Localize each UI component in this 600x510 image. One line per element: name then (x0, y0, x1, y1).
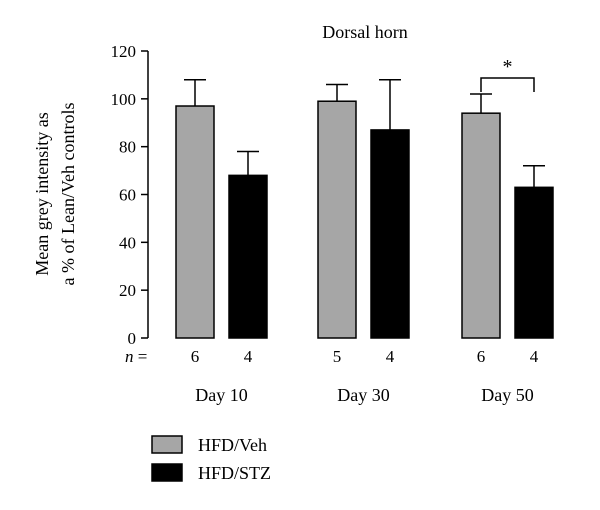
y-axis-title-line-2: a % of Lean/Veh controls (58, 103, 78, 286)
legend-swatch-hfd-stz (151, 463, 183, 482)
legend-swatch-hfd-veh (151, 435, 183, 454)
n-value-hfd-stz-day-50: 4 (530, 347, 539, 366)
legend: HFD/Veh HFD/STZ (151, 435, 271, 483)
y-axis-title: Mean grey intensity as a % of Lean/Veh c… (32, 103, 78, 286)
bar-hfd-veh-day-30 (317, 100, 357, 339)
sample-size-row: 6 4 5 4 6 4 n = (125, 347, 539, 366)
y-tick-label-80: 80 (119, 138, 136, 157)
chart-title: Dorsal horn (322, 22, 407, 42)
legend-label-hfd-veh: HFD/Veh (198, 435, 267, 455)
n-prefix-label: n = (125, 347, 147, 366)
x-group-label-day-50: Day 50 (481, 385, 534, 405)
bar-hfd-stz-day-50 (514, 186, 554, 339)
n-value-hfd-stz-day-30: 4 (386, 347, 395, 366)
significance-bracket-0 (480, 77, 535, 93)
n-value-hfd-veh-day-50: 6 (477, 347, 486, 366)
y-tick-label-120: 120 (111, 42, 137, 61)
y-tick-label-40: 40 (119, 233, 136, 252)
bar-hfd-veh-day-50 (461, 112, 501, 339)
n-value-hfd-stz-day-10: 4 (244, 347, 253, 366)
plot-area: 0 20 40 60 80 100 120 Day 10 Day 30 Day 50 * (111, 42, 554, 405)
bar-hfd-stz-day-30 (370, 129, 410, 339)
legend-label-hfd-stz: HFD/STZ (198, 463, 271, 483)
bar-hfd-veh-day-10 (175, 105, 215, 339)
n-value-hfd-veh-day-30: 5 (333, 347, 342, 366)
y-tick-label-20: 20 (119, 281, 136, 300)
significance-marker-0: * (503, 56, 513, 78)
y-tick-label-60: 60 (119, 186, 136, 205)
y-axis-title-line-1: Mean grey intensity as (32, 112, 52, 275)
y-tick-label-0: 0 (128, 329, 137, 348)
bar-hfd-stz-day-10 (228, 174, 268, 339)
x-group-label-day-30: Day 30 (337, 385, 390, 405)
x-group-label-day-10: Day 10 (195, 385, 248, 405)
y-tick-label-100: 100 (111, 90, 137, 109)
n-value-hfd-veh-day-10: 6 (191, 347, 200, 366)
